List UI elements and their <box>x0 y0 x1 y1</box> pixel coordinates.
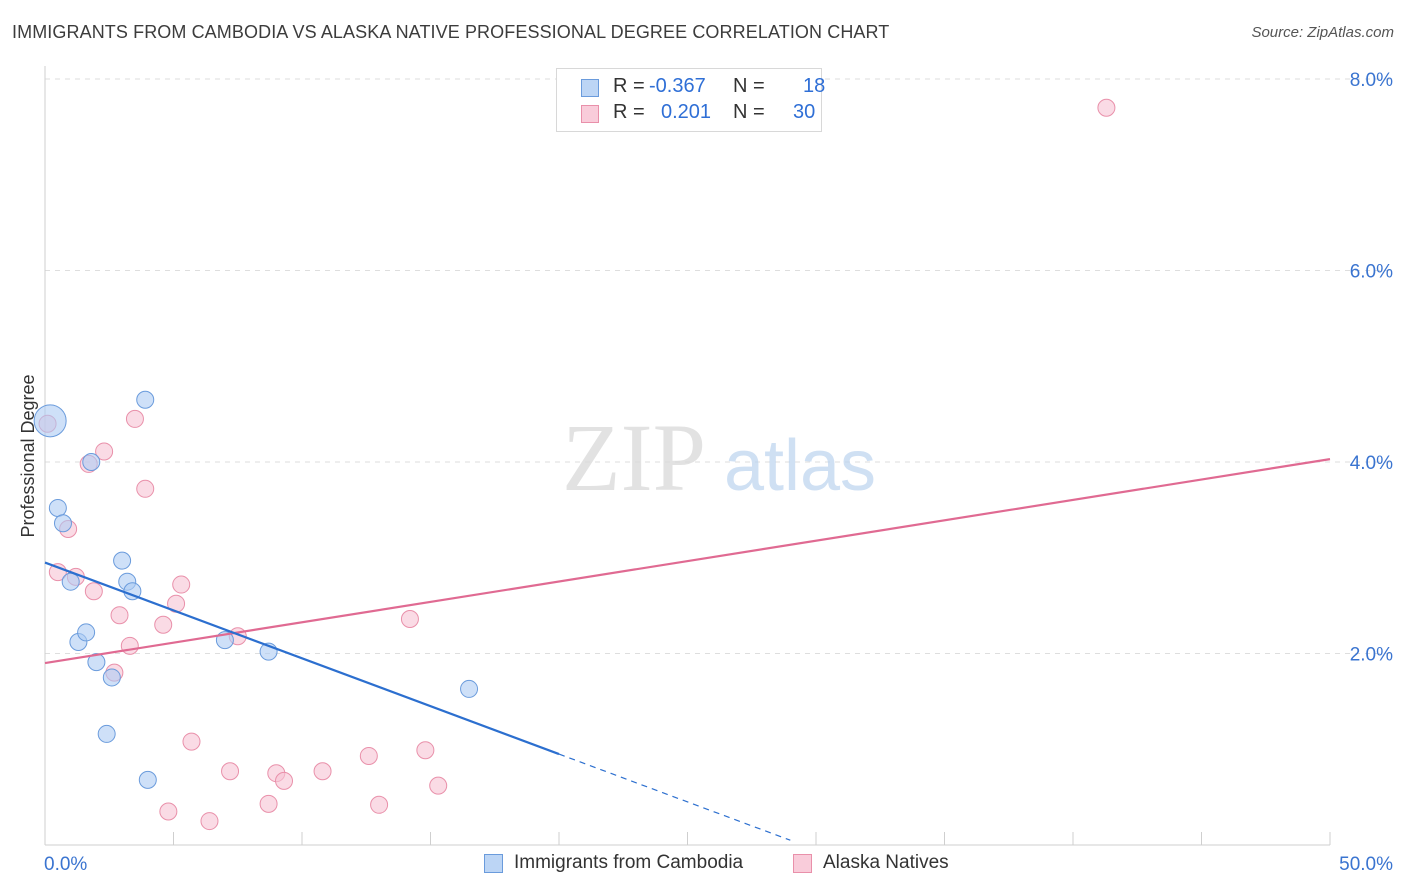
alaska-natives-point <box>182 732 201 751</box>
cambodia-point <box>77 623 96 642</box>
legend-n-label: N = <box>733 75 765 97</box>
cambodia-point <box>97 724 116 743</box>
alaska-natives-point <box>359 746 378 765</box>
watermark-atlas: atlas <box>724 426 876 506</box>
watermark: ZIP atlas <box>562 404 876 511</box>
alaska-natives-point <box>136 479 155 498</box>
alaska-natives-point <box>154 615 173 634</box>
alaska-natives-point <box>221 762 240 781</box>
cambodia-point <box>138 770 157 789</box>
legend-r-value: -0.367 <box>649 75 706 97</box>
x-tick-labels: 0.0% 50.0% <box>44 854 1393 875</box>
alaska-natives-point <box>275 771 294 790</box>
alaska-natives-point <box>95 442 114 461</box>
alaska-natives-point <box>416 741 435 760</box>
legend-label-alaska: Alaska Natives <box>823 852 949 873</box>
alaska-natives-point <box>429 776 448 795</box>
cambodia-point <box>48 498 67 517</box>
legend-n-label: N = <box>733 101 765 123</box>
alaska-natives-point <box>120 636 139 655</box>
alaska-natives-trendline <box>44 458 1331 665</box>
legend-r-label: R = <box>613 75 645 97</box>
y-tick-label: 2.0% <box>1350 645 1393 666</box>
alaska-natives-point <box>200 812 219 831</box>
legend-swatch-cambodia <box>484 854 503 873</box>
y-axis-label: Professional Degree <box>18 374 38 537</box>
alaska-natives-point <box>400 610 419 629</box>
grid <box>45 78 1392 654</box>
legend-n-value: 18 <box>803 75 826 97</box>
cambodia-point <box>460 679 479 698</box>
alaska-natives-point <box>313 762 332 781</box>
legend-swatch-alaska <box>793 854 812 873</box>
cambodia-point <box>136 390 155 409</box>
alaska-natives-point <box>259 794 278 813</box>
y-tick-label: 4.0% <box>1350 453 1393 474</box>
alaska-natives-point <box>110 606 129 625</box>
alaska-natives-point <box>125 409 144 428</box>
legend-label-cambodia: Immigrants from Cambodia <box>514 852 744 873</box>
cambodia-point <box>102 668 121 687</box>
trend-lines <box>44 458 1331 841</box>
alaska-natives-point <box>1097 98 1116 117</box>
cambodia-point <box>113 551 132 570</box>
legend-swatch-alaska <box>581 105 599 123</box>
alaska-natives-point <box>370 795 389 814</box>
correlation-legend: R = -0.367 N = 18 R = 0.201 N = 30 <box>556 68 826 132</box>
legend-r-value: 0.201 <box>661 101 712 123</box>
axes <box>44 66 1331 846</box>
alaska-natives-point <box>84 582 103 601</box>
y-tick-label: 6.0% <box>1350 262 1393 283</box>
cambodia-trendline <box>44 561 560 756</box>
x-tick-label-max: 50.0% <box>1339 854 1393 875</box>
cambodia-point <box>53 514 72 533</box>
alaska-natives-point <box>159 802 178 821</box>
cambodia-points <box>33 390 479 789</box>
chart-title: IMMIGRANTS FROM CAMBODIA VS ALASKA NATIV… <box>12 22 890 42</box>
y-tick-label: 8.0% <box>1350 70 1393 91</box>
cambodia-point <box>33 404 67 438</box>
y-tick-labels: 2.0% 4.0% 6.0% 8.0% <box>1350 70 1393 666</box>
watermark-zip: ZIP <box>562 404 706 511</box>
x-tick-label-min: 0.0% <box>44 854 87 875</box>
cambodia-point <box>82 453 101 471</box>
legend-swatch-cambodia <box>581 79 599 97</box>
legend-n-value: 30 <box>793 101 816 123</box>
legend-r-label: R = <box>613 101 645 123</box>
cambodia-trendline-extension <box>558 753 791 841</box>
chart-source: Source: ZipAtlas.com <box>1251 24 1394 41</box>
cambodia-point <box>61 572 80 591</box>
cambodia-point <box>87 653 106 672</box>
alaska-natives-point <box>172 575 191 594</box>
